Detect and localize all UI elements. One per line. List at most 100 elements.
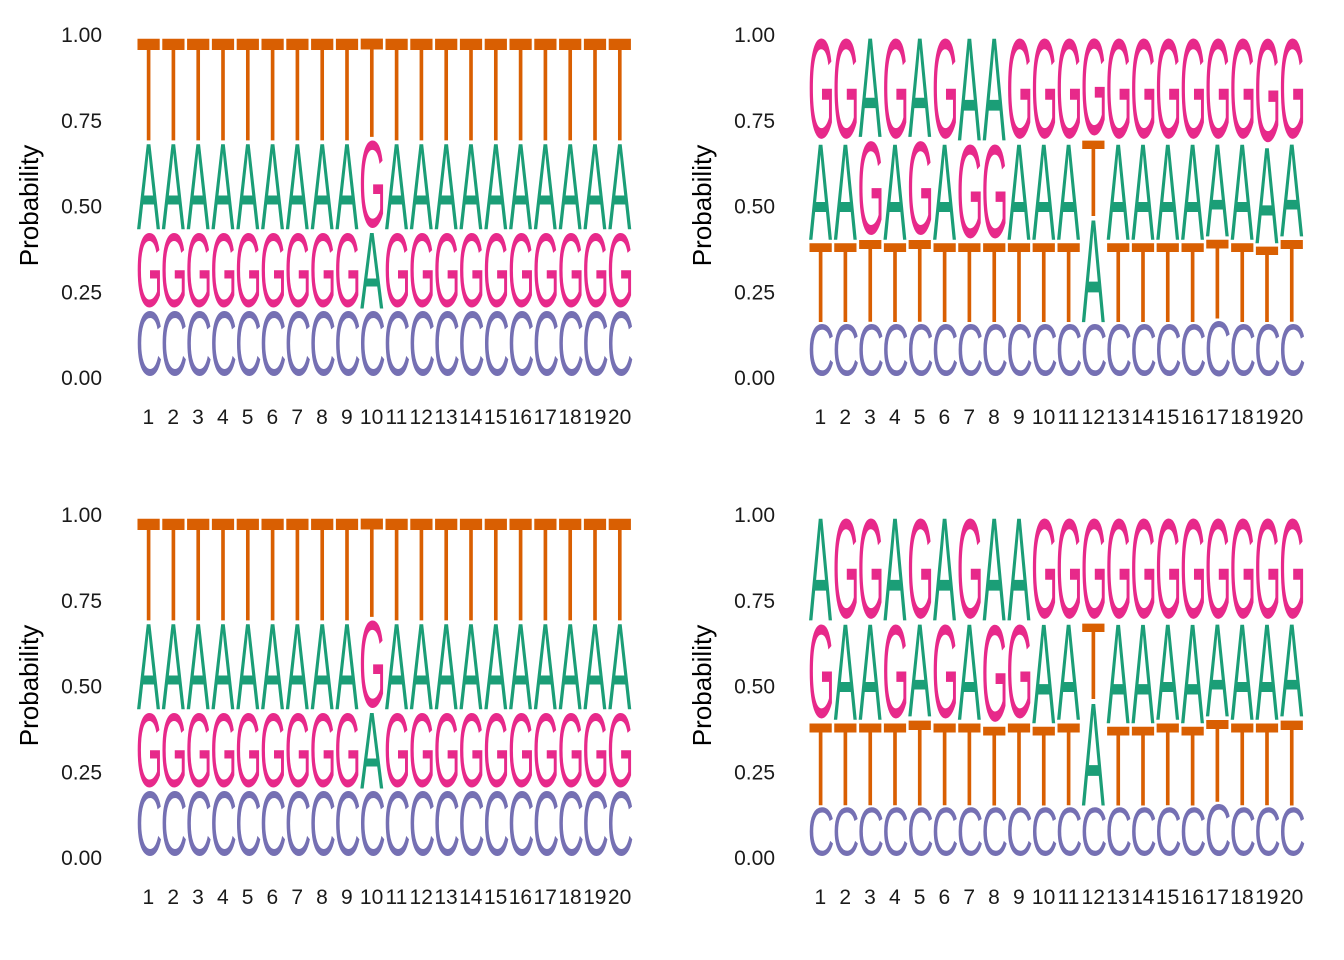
logo-letter-C: C xyxy=(136,293,163,395)
logo-letter-G: G xyxy=(434,691,460,809)
x-tick-label: 5 xyxy=(914,406,926,429)
logo-letter-C: C xyxy=(833,311,860,392)
logo-letter-G: G xyxy=(384,691,410,809)
logo-letter-A: A xyxy=(1280,116,1303,265)
y-tick-label: 0.75 xyxy=(61,590,102,613)
logo-letter-G: G xyxy=(533,691,559,809)
logo-letter-C: C xyxy=(1205,791,1232,872)
x-axis-ticks: 1 2 3 4 5 6 7 8 9 10 11 12 13 14 15 16 17 18 19 20 xyxy=(143,886,632,909)
logo-letter-T: T xyxy=(261,486,285,651)
x-tick-label: 17 xyxy=(534,886,557,909)
logo-letter-C: C xyxy=(557,773,584,875)
logo-letter-C: C xyxy=(1229,311,1256,392)
logo-letter-T: T xyxy=(982,220,1006,347)
logo-letter-A: A xyxy=(1007,116,1030,270)
logo-letters: CTAGCTAGCTGACTAGCTGACTAGCTGACTGACTAGCTAG… xyxy=(808,7,1306,392)
logo-letter-C: C xyxy=(483,773,510,875)
logo-letter-G: G xyxy=(982,117,1008,266)
logo-letter-A: A xyxy=(1107,116,1130,270)
x-tick-label: 11 xyxy=(1057,886,1079,909)
logo-letter-T: T xyxy=(434,486,458,651)
logo-letter-A: A xyxy=(162,119,185,257)
logo-letter-T: T xyxy=(908,695,932,832)
logo-letter-T: T xyxy=(137,486,161,651)
logo-letter-T: T xyxy=(261,6,285,171)
y-tick-label: 0.00 xyxy=(734,367,775,390)
logo-letter-A: A xyxy=(1181,595,1204,754)
logo-letter-A: A xyxy=(335,119,358,257)
logo-letter-C: C xyxy=(857,311,884,392)
logo-letter-G: G xyxy=(833,10,859,168)
x-tick-label: 20 xyxy=(1280,406,1303,429)
logo-letter-C: C xyxy=(808,793,835,870)
logo-letter-C: C xyxy=(957,311,984,392)
logo-letter-T: T xyxy=(1205,217,1229,344)
x-tick-label: 14 xyxy=(1131,886,1155,909)
logo-letter-C: C xyxy=(1081,793,1108,870)
x-tick-label: 12 xyxy=(1082,886,1105,909)
logo-letter-C: C xyxy=(161,773,188,875)
logo-letter-C: C xyxy=(882,311,909,392)
logo-letter-T: T xyxy=(509,6,533,171)
x-tick-label: 1 xyxy=(815,886,827,909)
logo-letter-G: G xyxy=(310,211,336,329)
x-tick-label: 15 xyxy=(484,886,507,909)
logo-letter-A: A xyxy=(1280,596,1303,745)
logo-letter-A: A xyxy=(608,599,631,737)
logo-letter-T: T xyxy=(360,489,384,649)
y-tick-label: 1.00 xyxy=(61,24,102,47)
logo-letter-A: A xyxy=(834,596,857,750)
logo-letter-C: C xyxy=(1205,305,1232,392)
logo-letter-G: G xyxy=(833,490,859,648)
logo-letter-A: A xyxy=(509,119,532,257)
logo-letter-T: T xyxy=(385,486,409,651)
logo-letter-G: G xyxy=(508,691,534,809)
logo-letter-C: C xyxy=(235,773,262,875)
logo-letter-C: C xyxy=(185,773,212,875)
logo-letter-T: T xyxy=(1280,695,1304,832)
x-tick-label: 8 xyxy=(988,886,1000,909)
logo-letter-G: G xyxy=(1006,597,1032,746)
logo-letter-A: A xyxy=(958,7,981,172)
x-tick-label: 1 xyxy=(143,406,155,429)
logo-letter-G: G xyxy=(1081,12,1107,164)
logo-letter-A: A xyxy=(236,119,259,257)
logo-letter-T: T xyxy=(558,486,582,651)
logo-letter-C: C xyxy=(433,293,460,395)
logo-letter-G: G xyxy=(161,211,187,329)
logo-letter-T: T xyxy=(608,6,632,171)
logo-letter-C: C xyxy=(1229,793,1256,870)
logo-letter-T: T xyxy=(509,486,533,651)
logo-letter-A: A xyxy=(187,599,210,737)
x-axis-ticks: 1 2 3 4 5 6 7 8 9 10 11 12 13 14 15 16 17 18 19 20 xyxy=(143,406,632,429)
logo-letter-G: G xyxy=(359,117,385,255)
x-tick-label: 13 xyxy=(434,886,457,909)
logo-letter-A: A xyxy=(933,116,956,270)
y-axis-title: Probability xyxy=(687,145,717,266)
logo-letter-T: T xyxy=(1255,224,1279,346)
logo-letter-C: C xyxy=(260,293,287,395)
logo-letter-C: C xyxy=(981,311,1008,392)
logo-letter-C: C xyxy=(1279,311,1306,392)
logo-letter-G: G xyxy=(458,691,484,809)
x-tick-label: 14 xyxy=(459,406,483,429)
logo-letter-T: T xyxy=(161,6,185,171)
x-tick-label: 18 xyxy=(1230,886,1253,909)
logo-letter-G: G xyxy=(1130,490,1156,648)
x-tick-label: 6 xyxy=(267,886,279,909)
logo-letter-A: A xyxy=(236,599,259,737)
logo-letter-A: A xyxy=(360,210,383,333)
logo-letter-A: A xyxy=(883,487,906,652)
x-tick-label: 9 xyxy=(341,406,353,429)
logo-letter-T: T xyxy=(1205,695,1229,828)
logo-letter-A: A xyxy=(385,119,408,257)
logo-letter-T: T xyxy=(858,215,882,348)
logo-letter-A: A xyxy=(1082,189,1105,354)
logo-letter-C: C xyxy=(458,293,485,395)
logo-letter-T: T xyxy=(236,486,260,651)
x-tick-label: 12 xyxy=(410,406,433,429)
x-tick-label: 6 xyxy=(939,886,951,909)
